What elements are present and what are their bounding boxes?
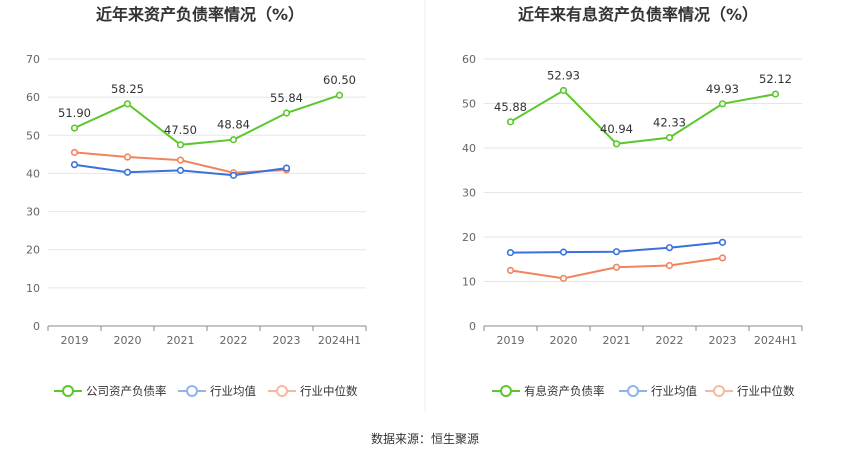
x-tick-label: 2024H1: [318, 334, 361, 347]
y-tick-label: 60: [26, 91, 40, 104]
y-tick-label: 30: [26, 206, 40, 219]
y-tick-label: 40: [462, 142, 476, 155]
data-label: 47.50: [164, 123, 197, 137]
x-tick-label: 2019: [497, 334, 525, 347]
legend-label: 公司资产负债率: [86, 384, 167, 398]
data-point: [70, 124, 79, 132]
legend-label: 行业均值: [651, 384, 697, 398]
data-point: [282, 164, 291, 172]
data-point: [176, 166, 185, 174]
legend-swatch-marker: [186, 385, 198, 397]
data-source: 数据来源：恒生聚源: [371, 431, 479, 446]
y-tick-label: 10: [26, 282, 40, 295]
data-label: 51.90: [58, 106, 91, 120]
y-tick-label: 10: [462, 276, 476, 289]
x-tick-label: 2022: [220, 334, 248, 347]
legend-label: 行业中位数: [737, 384, 795, 398]
data-label: 40.94: [600, 122, 633, 136]
y-tick-label: 50: [26, 129, 40, 142]
data-point: [559, 248, 568, 256]
x-tick-label: 2023: [709, 334, 737, 347]
data-point: [718, 238, 727, 246]
data-point: [229, 171, 238, 179]
data-point: [70, 161, 79, 169]
data-point: [506, 248, 515, 257]
legend-swatch-marker: [62, 385, 74, 397]
chart-interest-debt-ratio: 近年来有息资产负债率情况（%） 0 10 20 30 40 50 60 2019 2020 2021…: [462, 5, 803, 398]
legend-swatch-marker: [500, 385, 512, 397]
data-point: [559, 274, 568, 282]
data-point: [559, 86, 568, 95]
chart-title: 近年来有息资产负债率情况（%）: [518, 5, 758, 24]
x-tick-label: 2021: [167, 334, 195, 347]
data-point: [335, 91, 344, 99]
data-point: [612, 140, 621, 148]
data-point: [123, 168, 132, 176]
data-point: [612, 248, 621, 256]
data-point: [282, 109, 291, 117]
x-tick-label: 2021: [603, 334, 631, 347]
y-tick-label: 30: [462, 187, 476, 200]
data-point: [718, 254, 727, 262]
y-tick-label: 0: [469, 320, 476, 333]
data-point: [665, 134, 674, 142]
data-label: 49.93: [706, 82, 739, 96]
y-tick-label: 70: [26, 53, 40, 66]
data-label: 45.88: [494, 100, 527, 114]
chart-debt-ratio: 近年来资产负债率情况（%） 0 10 20 30 40 50 60 70 2019 2020 2021…: [26, 5, 367, 398]
data-label: 55.84: [270, 91, 303, 105]
y-tick-label: 20: [26, 244, 40, 257]
chart-title: 近年来资产负债率情况（%）: [96, 5, 304, 24]
series-line: [74, 94, 340, 146]
data-point: [665, 261, 674, 270]
data-point: [229, 136, 238, 144]
data-point: [612, 263, 621, 271]
legend-swatch-marker: [627, 385, 639, 397]
y-tick-label: 60: [462, 53, 476, 66]
x-tick-label: 2020: [550, 334, 578, 347]
x-tick-label: 2024H1: [754, 334, 797, 347]
data-point: [506, 118, 515, 126]
legend-label: 行业均值: [210, 384, 256, 398]
data-label: 48.84: [217, 118, 250, 132]
data-label: 60.50: [323, 73, 356, 87]
legend-label: 行业中位数: [300, 384, 358, 398]
data-point: [70, 148, 79, 157]
data-point: [771, 90, 780, 98]
legend-swatch-marker: [276, 385, 288, 397]
data-point: [123, 100, 132, 108]
x-tick-label: 2020: [114, 334, 142, 347]
data-point: [665, 244, 674, 252]
y-tick-label: 40: [26, 167, 40, 180]
data-label: 52.93: [547, 68, 580, 82]
data-point: [176, 141, 185, 149]
y-tick-label: 20: [462, 231, 476, 244]
data-label: 58.25: [111, 82, 144, 96]
series-line: [509, 89, 776, 145]
y-tick-label: 0: [33, 320, 40, 333]
x-tick-label: 2019: [61, 334, 89, 347]
y-tick-label: 50: [462, 98, 476, 111]
legend-label: 有息资产负债率: [524, 384, 605, 398]
x-tick-label: 2023: [273, 334, 301, 347]
legend-swatch-marker: [713, 385, 725, 397]
x-tick-label: 2022: [656, 334, 684, 347]
data-label: 52.12: [759, 72, 792, 86]
data-label: 42.33: [653, 116, 686, 130]
data-point: [506, 266, 515, 274]
data-point: [718, 100, 727, 108]
data-point: [176, 156, 185, 164]
data-point: [123, 153, 132, 161]
